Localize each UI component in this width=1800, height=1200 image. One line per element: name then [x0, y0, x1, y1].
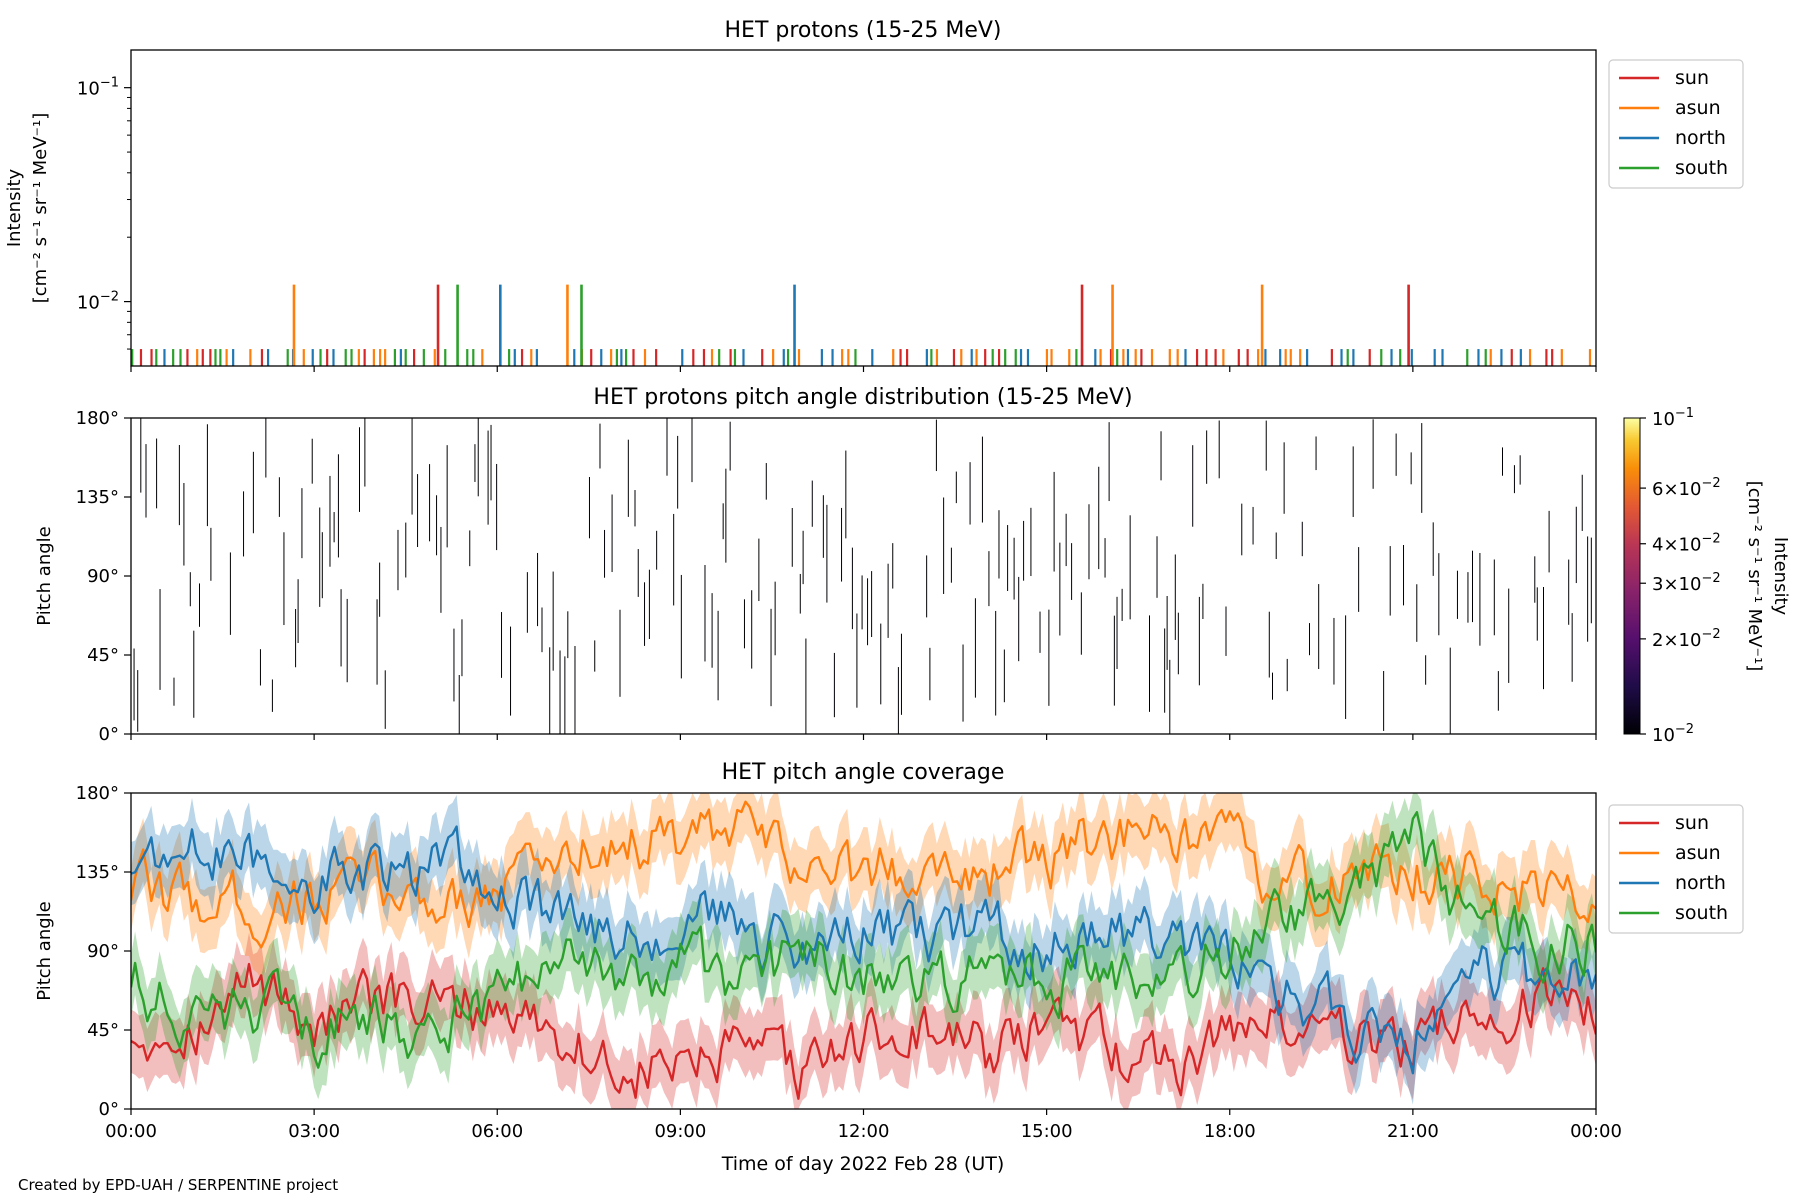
y-tick-label: 10−2: [77, 290, 119, 314]
coverage-ylabel: Pitch angle: [34, 901, 55, 1000]
colorbar-label-line1: Intensity: [1770, 537, 1791, 616]
intensity-ylabel-line2: [cm⁻² s⁻¹ sr⁻¹ MeV⁻¹]: [30, 113, 51, 304]
intensity-ylabel: Intensity [cm⁻² s⁻¹ sr⁻¹ MeV⁻¹]: [4, 113, 51, 304]
colorbar-label: Intensity [cm⁻² s⁻¹ sr⁻¹ MeV⁻¹]: [1744, 481, 1791, 672]
pad-heatmap-cells: [133, 418, 1592, 734]
y-tick-label: 45°: [87, 645, 119, 666]
colorbar-label-line2: [cm⁻² s⁻¹ sr⁻¹ MeV⁻¹]: [1744, 481, 1765, 672]
x-tick-label: 03:00: [288, 1121, 340, 1142]
colorbar-tick-label: 4×10−2: [1652, 532, 1721, 556]
colorbar-ticks: 10−1 6×10−2 4×10−2 3×10−2 2×10−2 10−2: [1640, 406, 1721, 746]
coverage-band-south: [131, 793, 1596, 1100]
colorbar: [1623, 417, 1641, 735]
legend-label-asun: asun: [1675, 97, 1721, 119]
colorbar-tick-label: 10−1: [1652, 406, 1694, 430]
intensity-title: HET protons (15-25 MeV): [725, 18, 1002, 43]
coverage-axes: 00:00 03:00 06:00 09:00 12:00 15:00 18:00 21:00…: [76, 783, 1622, 1142]
legend-label-south: south: [1675, 902, 1728, 924]
coverage-line-south: [131, 811, 1596, 1069]
y-tick-label: 45°: [87, 1020, 119, 1041]
coverage-legend: sun asun north south: [1608, 804, 1744, 934]
intensity-series-lines: [131, 284, 1592, 366]
x-tick-label: 12:00: [838, 1121, 890, 1142]
y-tick-label: 10−1: [77, 76, 119, 100]
y-tick-label: 180°: [76, 408, 119, 429]
pad-panel: HET protons pitch angle distribution (15…: [34, 385, 1791, 746]
pad-ylabel: Pitch angle: [34, 526, 55, 625]
coverage-line-sun: [131, 962, 1596, 1100]
x-tick-label: 18:00: [1204, 1121, 1256, 1142]
y-tick-label: 135°: [76, 487, 119, 508]
x-tick-label: 00:00: [1570, 1121, 1622, 1142]
coverage-panel: HET pitch angle coverage Pitch angle 00:…: [34, 760, 1744, 1175]
coverage-line-asun: [131, 800, 1596, 949]
colorbar-tick-label: 10−2: [1652, 722, 1694, 746]
x-tick-label: 15:00: [1021, 1121, 1073, 1142]
coverage-band-asun: [131, 793, 1596, 979]
coverage-xlabel: Time of day 2022 Feb 28 (UT): [721, 1153, 1005, 1175]
y-tick-label: 90°: [87, 941, 119, 962]
pad-plot-frame: [130, 417, 1597, 735]
legend-label-north: north: [1675, 127, 1726, 149]
intensity-legend: sun asun north south: [1608, 59, 1744, 189]
legend-label-north: north: [1675, 872, 1726, 894]
legend-label-sun: sun: [1675, 67, 1709, 89]
y-tick-label: 0°: [99, 724, 119, 745]
y-tick-label: 90°: [87, 566, 119, 587]
coverage-series: [131, 793, 1596, 1109]
colorbar-tick-label: 2×10−2: [1652, 627, 1721, 651]
legend-box: [1608, 59, 1744, 189]
pad-title: HET protons pitch angle distribution (15…: [593, 385, 1132, 410]
coverage-title: HET pitch angle coverage: [722, 760, 1005, 785]
intensity-axes: 10−2 10−1: [77, 76, 1597, 372]
y-tick-label: 0°: [99, 1099, 119, 1120]
y-tick-label: 180°: [76, 783, 119, 804]
x-tick-label: 09:00: [654, 1121, 706, 1142]
colorbar-tick-label: 3×10−2: [1652, 571, 1721, 595]
intensity-panel: HET protons (15-25 MeV) Intensity [cm⁻² …: [4, 18, 1744, 372]
legend-label-sun: sun: [1675, 812, 1709, 834]
x-tick-label: 06:00: [471, 1121, 523, 1142]
x-tick-label: 21:00: [1387, 1121, 1439, 1142]
intensity-plot-frame: [130, 49, 1597, 367]
coverage-plot-frame: [130, 792, 1597, 1110]
coverage-line-north: [131, 825, 1596, 1075]
coverage-band-north: [131, 795, 1596, 1105]
coverage-band-sun: [131, 932, 1596, 1109]
legend-label-south: south: [1675, 157, 1728, 179]
x-tick-label: 00:00: [105, 1121, 157, 1142]
legend-label-asun: asun: [1675, 842, 1721, 864]
y-tick-label: 135°: [76, 862, 119, 883]
credit-footer: Created by EPD-UAH / SERPENTINE project: [18, 1176, 339, 1194]
intensity-ylabel-line1: Intensity: [4, 168, 25, 247]
legend-box: [1608, 804, 1744, 934]
colorbar-tick-label: 6×10−2: [1652, 476, 1721, 500]
pad-axes: 0° 45° 90° 135° 180°: [76, 408, 1597, 745]
